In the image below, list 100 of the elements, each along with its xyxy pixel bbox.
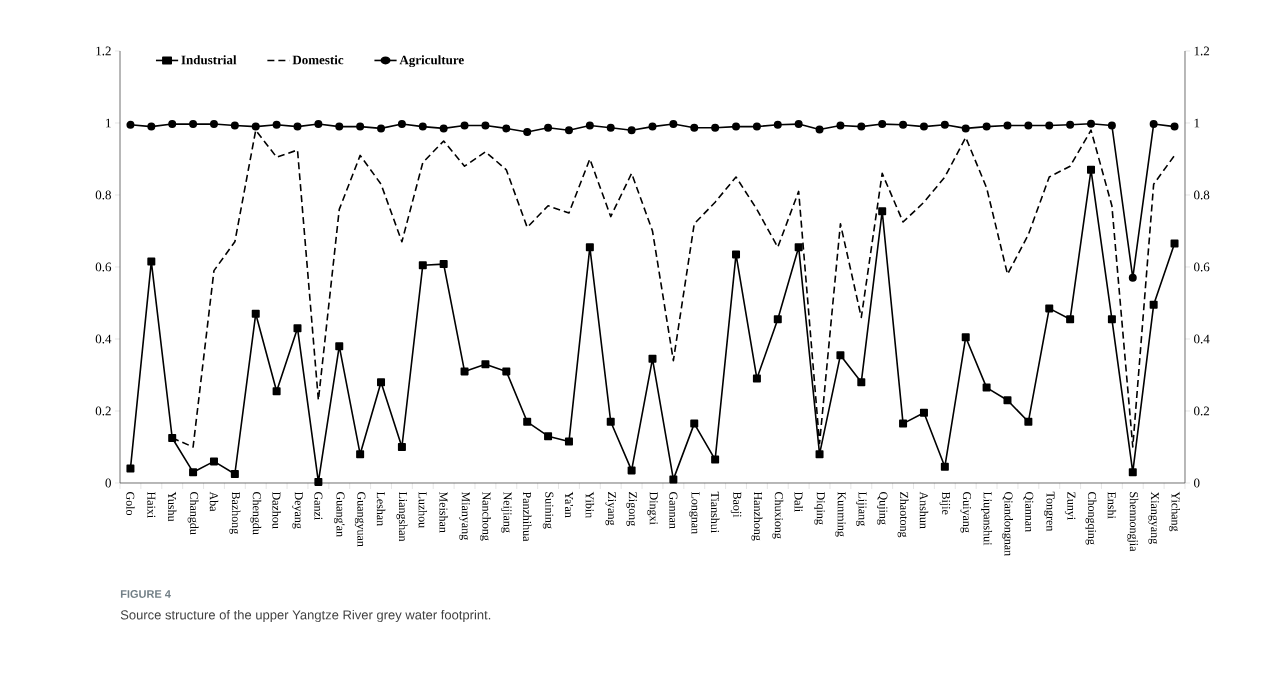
text: Source structure of the upper Yangtze River grey water footprint.	[120, 609, 491, 623]
point	[1066, 315, 1075, 324]
x-tick-label: Panzhihua	[522, 491, 532, 542]
point	[564, 126, 573, 135]
point	[648, 354, 657, 363]
legend-label: Industrial	[181, 55, 237, 65]
point	[356, 450, 365, 459]
x-tick-label: Gannan	[669, 492, 678, 529]
point	[147, 122, 156, 131]
point	[147, 257, 156, 266]
x-tick-label: Lijiang	[856, 491, 867, 526]
point	[982, 383, 991, 392]
point	[418, 261, 427, 270]
point	[1170, 239, 1179, 248]
point	[648, 122, 657, 131]
x-tick-label: Chongqing	[1085, 492, 1097, 545]
point	[940, 462, 949, 471]
point	[481, 121, 490, 130]
x-tick-label: Leshan	[376, 491, 386, 527]
point	[899, 419, 908, 428]
point	[460, 121, 469, 130]
x-tick-label: Liupanshui	[981, 491, 993, 546]
point	[1087, 165, 1096, 174]
point	[878, 120, 887, 129]
x-tick-label: Tongren	[1044, 491, 1055, 532]
x-tick-label: Dali	[794, 491, 803, 512]
x-tick-label: Ganzi	[314, 492, 323, 520]
x-tick-label: Haixi	[147, 491, 156, 518]
x-tick-label: Guiyang	[960, 492, 971, 533]
point	[189, 468, 198, 477]
x-tick-label: Xiangyang	[1148, 491, 1159, 544]
x-tick-label: Chuxiong	[772, 492, 784, 539]
point	[1003, 396, 1012, 405]
point	[606, 417, 615, 426]
point	[773, 120, 782, 129]
point	[773, 315, 782, 324]
point	[209, 457, 218, 466]
point	[1149, 300, 1158, 309]
point	[523, 417, 532, 426]
x-tick-label: Guangyuan	[354, 492, 366, 547]
point	[752, 122, 761, 131]
point	[857, 122, 866, 131]
point	[544, 123, 553, 132]
point	[1066, 120, 1075, 129]
point	[439, 124, 448, 133]
point	[397, 120, 406, 129]
point	[627, 126, 636, 135]
x-tick-label: Zunyi	[1064, 492, 1076, 520]
y2-tick-label: 0.8	[95, 190, 111, 200]
point	[961, 333, 970, 342]
x-tick-label: Baoji	[730, 491, 742, 518]
y-tick-label: 0.2	[1194, 406, 1210, 416]
point	[627, 466, 636, 475]
point	[439, 260, 448, 269]
x-tick-label: Zigong	[626, 492, 637, 526]
point	[168, 120, 177, 129]
x-tick-label: Yibin	[585, 491, 595, 519]
point	[314, 477, 323, 486]
y-tick-label: 1	[1194, 118, 1200, 128]
y-tick-label: 0	[1194, 478, 1200, 488]
point	[1024, 121, 1033, 130]
point	[209, 120, 218, 129]
point	[523, 128, 532, 136]
y2-tick-label: 0.2	[95, 406, 111, 416]
point	[126, 120, 135, 129]
point	[961, 124, 970, 133]
x-tick-label: Guang'an	[334, 492, 345, 537]
point	[335, 342, 344, 351]
x-tick-label: Enshi	[1107, 491, 1117, 519]
point	[189, 120, 198, 129]
x-tick-label: Anshun	[919, 491, 929, 529]
point	[335, 122, 344, 131]
point	[836, 351, 845, 360]
point	[356, 122, 365, 131]
y2-tick-label: 1	[106, 118, 111, 128]
x-tick-label: Deyang	[292, 491, 303, 529]
x-tick-label: Changdu	[187, 492, 199, 535]
x-tick-label: Aba	[209, 491, 219, 512]
y-tick-label: 1.2	[1194, 46, 1210, 56]
x-tick-label: Kunming	[835, 491, 846, 537]
x-tick-label: Zhaotong	[897, 492, 909, 538]
point	[126, 464, 135, 473]
x-tick-label: Ziyang	[605, 492, 616, 526]
point	[251, 309, 260, 318]
point	[293, 324, 302, 333]
point	[314, 120, 323, 129]
point	[1107, 121, 1116, 130]
point	[460, 367, 469, 376]
x-tick-label: Bijie	[939, 491, 951, 515]
legend-label: Domestic	[292, 55, 344, 65]
point	[1128, 468, 1137, 477]
point	[794, 243, 803, 252]
x-tick-label: Bazhong	[229, 491, 241, 534]
x-tick-label: Meishan	[439, 491, 448, 533]
y2-tick-label: 0.6	[95, 262, 112, 272]
point	[1087, 119, 1096, 128]
point	[711, 455, 720, 464]
point	[585, 243, 594, 252]
point	[878, 207, 887, 216]
x-tick-label: Liangshan	[396, 491, 408, 542]
